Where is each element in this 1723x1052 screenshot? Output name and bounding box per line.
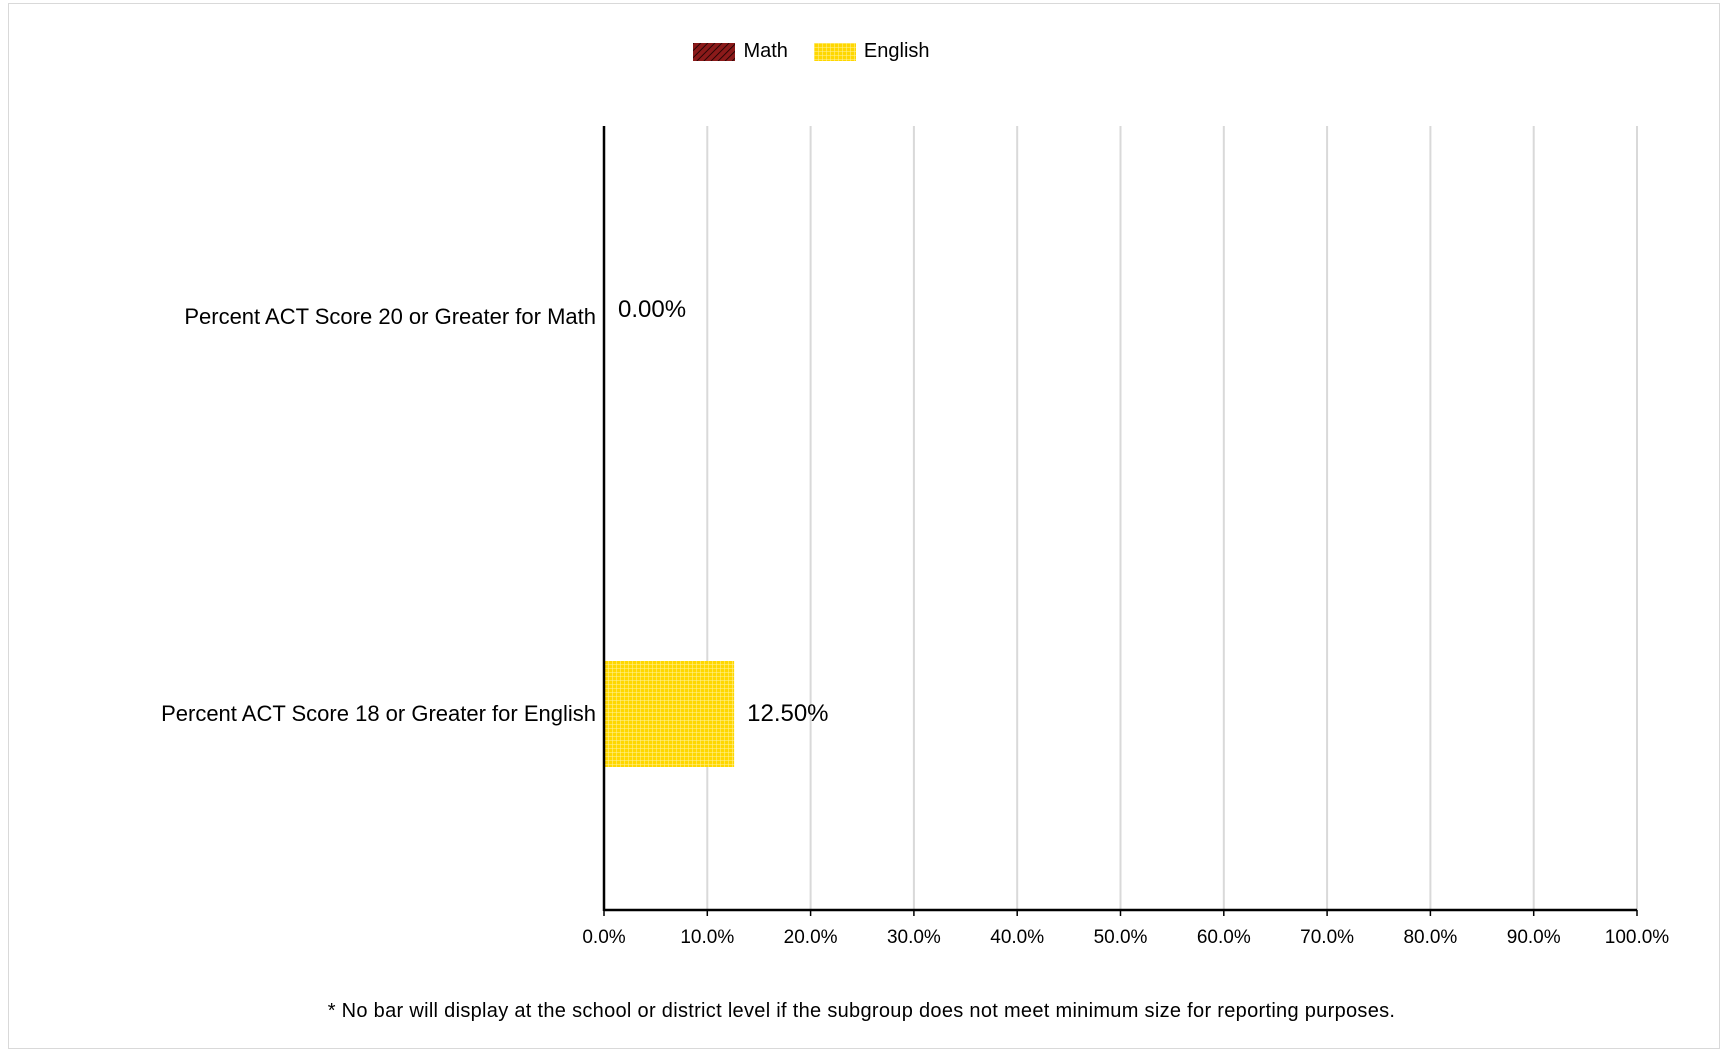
y-category-label: Percent ACT Score 20 or Greater for Math [184,304,596,329]
legend-swatch-english [813,42,856,61]
x-tick-label: 10.0% [680,927,734,948]
chart-frame [8,3,1720,1049]
x-tick-label: 50.0% [1094,927,1148,948]
legend-label-english: English [863,40,930,62]
x-tick-label: 0.0% [582,927,625,948]
bar-english [605,661,735,767]
legend-item-english: English [813,40,930,63]
data-label: 0.00% [618,296,686,323]
x-tick-label: 60.0% [1197,927,1251,948]
legend: Math English [0,40,1723,63]
x-tick-label: 100.0% [1605,927,1670,948]
data-label: 12.50% [747,700,828,727]
x-tick-label: 70.0% [1300,927,1354,948]
legend-item-math: Math [693,40,788,63]
x-tick-label: 40.0% [990,927,1044,948]
footnote: * No bar will display at the school or d… [327,1000,1396,1022]
x-tick-label: 80.0% [1403,927,1457,948]
x-tick-label: 30.0% [887,927,941,948]
y-category-label: Percent ACT Score 18 or Greater for Engl… [161,701,596,726]
x-tick-label: 90.0% [1507,927,1561,948]
x-tick-label: 20.0% [784,927,838,948]
legend-label-math: Math [743,40,788,62]
legend-swatch-math [693,42,736,61]
